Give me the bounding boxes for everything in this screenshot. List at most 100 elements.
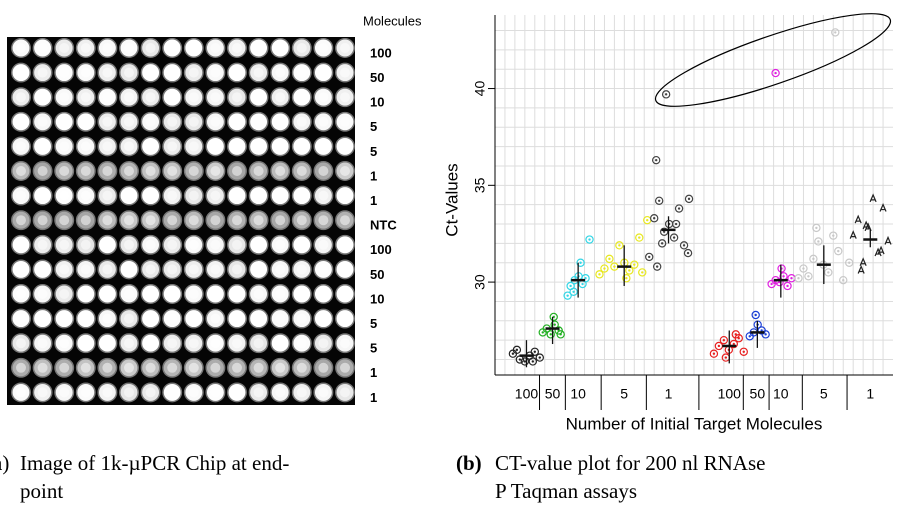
row-label: 50: [370, 267, 384, 282]
data-point-dot: [657, 199, 661, 203]
well-center: [253, 313, 264, 324]
well-center: [167, 338, 178, 349]
well-center: [37, 387, 48, 398]
y-tick-label: 35: [472, 177, 488, 193]
data-point-dot: [807, 275, 810, 278]
data-point-dot: [638, 236, 641, 239]
well-center: [296, 215, 307, 226]
data-point: [605, 254, 614, 264]
data-point-dot: [523, 360, 527, 363]
well-center: [102, 215, 113, 226]
data-point-dot: [572, 290, 575, 293]
data-point-dot: [628, 269, 631, 272]
well-center: [80, 313, 91, 324]
data-point: [794, 274, 803, 283]
well-center: [275, 313, 286, 324]
well-center: [59, 387, 70, 398]
well-center: [253, 67, 264, 78]
y-tick-label: 30: [472, 274, 488, 290]
well-center: [232, 215, 242, 226]
data-point-dot: [842, 278, 845, 282]
data-point-dot: [848, 261, 851, 264]
well-center: [102, 289, 113, 299]
well-center: [145, 116, 156, 127]
row-label: 5: [370, 119, 377, 134]
well-center: [16, 116, 26, 127]
row-label: 100: [370, 242, 392, 257]
well-center: [253, 362, 264, 373]
data-point-dot: [518, 358, 522, 361]
well-center: [253, 166, 264, 176]
data-point: [679, 241, 689, 250]
row-label: 5: [370, 341, 377, 356]
data-point: [595, 270, 604, 279]
well-center: [124, 166, 134, 176]
well-center: [167, 264, 178, 275]
well-center: [340, 338, 350, 349]
well-center: [145, 190, 156, 201]
data-point: [859, 257, 867, 266]
data-point: [546, 330, 555, 339]
data-point-dot: [664, 93, 668, 96]
data-point-dot: [786, 284, 789, 288]
well-center: [188, 239, 199, 250]
data-point: [877, 245, 885, 255]
caption-text: P Taqman assays: [495, 479, 637, 503]
data-point-dot: [764, 333, 767, 336]
data-point-dot: [655, 265, 659, 268]
well-center: [145, 362, 156, 373]
well-center: [37, 190, 48, 201]
data-point-dot: [603, 267, 606, 270]
caption-label: (a): [0, 451, 9, 475]
data-point: [674, 204, 684, 213]
well-center: [37, 289, 48, 299]
data-point-dot: [538, 356, 541, 359]
well-center: [340, 116, 350, 127]
well-center: [318, 215, 329, 226]
well-center: [80, 166, 91, 176]
data-point-dot: [760, 329, 763, 332]
data-point-dot: [588, 238, 591, 241]
data-point: [650, 214, 659, 223]
well-center: [210, 43, 221, 53]
well-center: [318, 92, 329, 103]
data-point: [869, 193, 877, 203]
caption-text: point: [20, 479, 63, 503]
well-center: [340, 387, 350, 398]
data-point-dot: [553, 323, 556, 326]
well-center: [275, 190, 286, 201]
well-center: [318, 43, 329, 53]
well-center: [80, 338, 91, 349]
data-point-dot: [672, 236, 676, 239]
data-point: [671, 219, 681, 229]
well-center: [318, 338, 329, 349]
well-center: [253, 43, 264, 53]
well-center: [145, 239, 156, 250]
data-point: [731, 330, 740, 339]
well-center: [318, 289, 329, 299]
well-center: [16, 92, 26, 103]
well-center: [296, 141, 307, 152]
well-center: [124, 338, 134, 349]
data-point-dot: [834, 31, 837, 34]
row-label: 10: [370, 95, 384, 110]
well-center: [124, 313, 134, 324]
well-center: [102, 362, 113, 373]
data-point: [569, 287, 578, 296]
caption-label: (b): [456, 451, 482, 475]
well-center: [275, 264, 286, 275]
well-center: [59, 116, 70, 127]
data-point-dot: [618, 244, 621, 247]
well-center: [232, 239, 242, 250]
well-center: [210, 166, 221, 176]
data-point: [809, 254, 818, 264]
well-center: [232, 43, 242, 53]
well-center: [167, 239, 178, 250]
data-point-dot: [724, 356, 728, 359]
data-point-dot: [812, 257, 815, 261]
x-category-label: 5: [620, 386, 628, 402]
y-axis-label: Ct-Values: [442, 163, 461, 236]
data-point: [829, 231, 838, 240]
well-center: [145, 141, 156, 152]
